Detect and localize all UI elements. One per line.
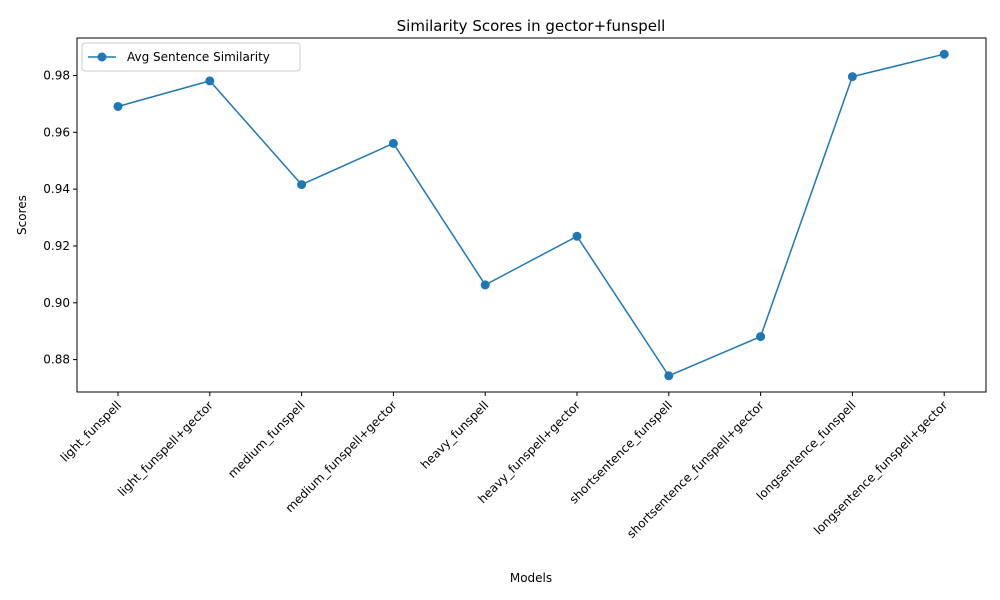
y-tick-label: 0.90 (43, 296, 70, 310)
chart-title: Similarity Scores in gector+funspell (397, 17, 666, 35)
y-tick-label: 0.88 (43, 353, 70, 367)
data-point (480, 280, 490, 290)
y-tick-label: 0.94 (43, 182, 70, 196)
y-tick-label: 0.92 (43, 239, 70, 253)
legend-marker (97, 52, 107, 62)
legend: Avg Sentence Similarity (81, 42, 301, 72)
y-axis: 0.88 0.90 0.92 0.94 0.96 0.98 (43, 69, 77, 367)
x-tick-label: light_funspell (58, 398, 124, 464)
data-point (297, 180, 307, 190)
data-point (388, 138, 398, 148)
data-point (113, 101, 123, 111)
x-tick-label: heavy_funspell+gector (475, 398, 583, 506)
data-point (939, 49, 949, 59)
x-tick-label: light_funspell+gector (115, 398, 216, 499)
x-tick-label: medium_funspell+gector (283, 398, 400, 515)
series-line (117, 53, 945, 377)
data-point (664, 371, 674, 381)
plot-frame (76, 37, 987, 393)
y-axis-label: Scores (15, 195, 29, 235)
x-tick-label: heavy_funspell (418, 398, 491, 471)
data-point (847, 72, 857, 82)
x-axis-label: Models (510, 571, 552, 585)
x-tick-label: medium_funspell (225, 398, 308, 481)
plot-area (113, 49, 949, 381)
legend-label: Avg Sentence Similarity (127, 50, 270, 64)
y-tick-label: 0.96 (43, 125, 70, 139)
y-tick-label: 0.98 (43, 69, 70, 83)
data-point (205, 76, 215, 86)
x-tick-label: shortsentence_funspell (567, 398, 675, 506)
data-point (572, 231, 582, 241)
legend-box (81, 42, 301, 72)
data-point (756, 332, 766, 342)
x-tick-label: longsentence_funspell (754, 398, 859, 503)
